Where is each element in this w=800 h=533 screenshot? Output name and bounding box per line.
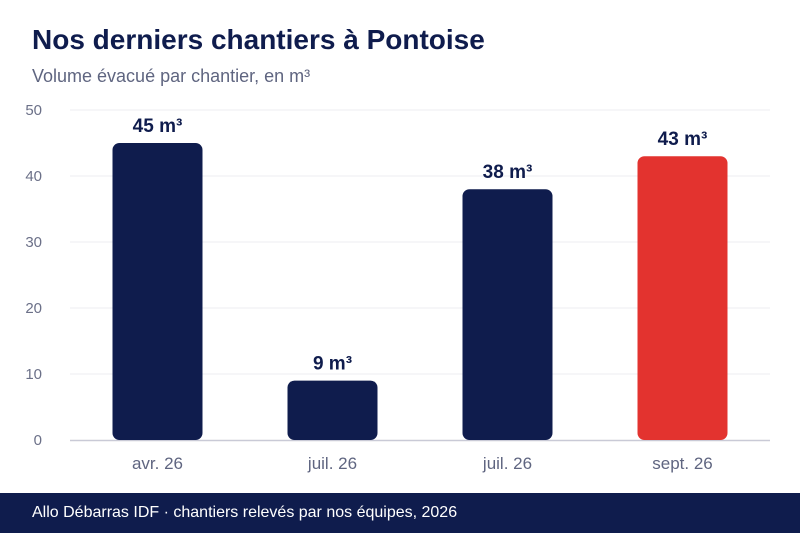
bar-chart: 0 10 20 30 40 50 45 m³ avr. 26 9 m³ juil. 26 38 m³… [25, 102, 770, 473]
footer-source: Allo Débarras IDF · chantiers relevés pa… [0, 493, 800, 533]
y-tick-label: 0 [34, 432, 42, 449]
bar [462, 189, 553, 440]
chart-subtitle: Volume évacué par chantier, en m³ [32, 66, 311, 86]
bar [287, 380, 378, 440]
x-category-label: juil. 26 [482, 454, 532, 473]
bar-value-label: 38 m³ [483, 162, 533, 183]
y-tick-label: 10 [25, 366, 42, 383]
bar [637, 156, 728, 440]
x-category-label: sept. 26 [652, 454, 713, 473]
bar [112, 143, 203, 440]
x-category-label: avr. 26 [132, 454, 183, 473]
y-tick-label: 50 [25, 102, 42, 119]
y-tick-label: 40 [25, 168, 42, 185]
bar-value-label: 43 m³ [658, 129, 708, 150]
x-category-label: juil. 26 [307, 454, 357, 473]
bar-value-label: 9 m³ [313, 354, 352, 375]
y-tick-label: 30 [25, 234, 42, 251]
y-tick-label: 20 [25, 300, 42, 317]
chart-title: Nos derniers chantiers à Pontoise [32, 24, 485, 55]
bar-value-label: 45 m³ [133, 116, 183, 137]
